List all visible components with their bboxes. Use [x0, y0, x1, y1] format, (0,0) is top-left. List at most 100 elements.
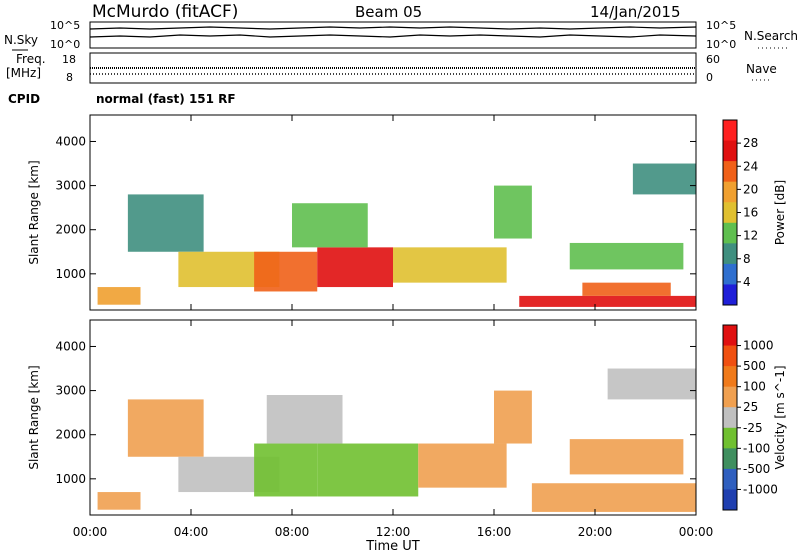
y-tick-label: 4000	[55, 134, 86, 148]
freq-panel: Freq. [MHz] 18 8 Nave 60 0	[6, 52, 777, 84]
nsky-label: N.Sky	[4, 33, 38, 47]
colorbar-segment	[723, 407, 737, 429]
cpid-label: CPID	[8, 92, 40, 106]
data-region	[607, 368, 696, 400]
data-region	[418, 443, 507, 488]
colorbar-segment	[723, 366, 737, 388]
data-region	[494, 185, 532, 239]
colorbar-frame	[722, 324, 738, 511]
colorbar-tick-label: -500	[743, 462, 770, 476]
data-region	[582, 282, 671, 296]
date-title: 14/Jan/2015	[590, 3, 681, 21]
y-axis-label: Slant Range [km]	[27, 365, 41, 469]
colorbar-tick-label: -1000	[743, 482, 778, 496]
colorbar-segment	[723, 386, 737, 408]
data-region	[317, 443, 419, 497]
colorbar-segment	[723, 140, 737, 162]
colorbar-tick-label: 24	[743, 159, 758, 173]
data-region	[519, 295, 696, 307]
colorbar-segment	[723, 243, 737, 265]
y-tick-label: 3000	[55, 179, 86, 193]
y-tick-label: 2000	[55, 428, 86, 442]
colorbar-segment	[723, 202, 737, 224]
y-axis-label: Slant Range [km]	[27, 160, 41, 264]
colorbar-tick-label: 16	[743, 206, 758, 220]
nsky-trace	[89, 26, 697, 30]
time-axis: 00:00 04:00 08:00 12:00 16:00 20:00 00:00	[73, 525, 714, 539]
x-tick-label: 12:00	[376, 525, 411, 539]
nsky-tick-low: 10^0	[50, 38, 80, 51]
data-region	[569, 242, 684, 270]
nsky-panel: N.Sky 10^5 10^0 N.Search 10^5 10^0	[4, 19, 798, 51]
beam-title: Beam 05	[355, 3, 422, 21]
nsky-tick-high: 10^5	[50, 19, 80, 32]
colorbar-tick-label: 1000	[743, 339, 774, 353]
y-tick-label: 4000	[55, 339, 86, 353]
data-region	[317, 247, 393, 288]
data-region	[531, 483, 696, 512]
colorbar-tick-label: 25	[743, 400, 758, 414]
colorbar-label: Velocity [m s^-1]	[773, 365, 787, 469]
x-tick-label: 00:00	[73, 525, 108, 539]
data-region	[569, 439, 684, 475]
data-region	[127, 399, 204, 457]
colorbar-segment	[723, 222, 737, 244]
nave-label: Nave	[746, 62, 777, 76]
x-tick-label: 00:00	[679, 525, 714, 539]
x-tick-label: 04:00	[174, 525, 209, 539]
nsearch-tick-low: 10^0	[706, 38, 736, 51]
nave-tick-low: 0	[706, 71, 713, 84]
xaxis-title: Time UT	[365, 539, 419, 554]
data-region	[393, 247, 507, 283]
data-region	[254, 251, 318, 292]
colorbar-segment	[723, 468, 737, 490]
colorbar-tick-label: 20	[743, 182, 758, 196]
colorbar-segment	[723, 448, 737, 470]
colorbar-segment	[723, 427, 737, 449]
colorbar-segment	[723, 345, 737, 367]
colorbar-tick-label: 4	[743, 275, 751, 289]
colorbar-tick-label: 100	[743, 380, 766, 394]
y-tick-label: 1000	[55, 267, 86, 281]
data-region	[266, 395, 343, 444]
y-tick-label: 2000	[55, 223, 86, 237]
colorbar-segment	[723, 181, 737, 203]
y-tick-label: 1000	[55, 472, 86, 486]
colorbar-tick-label: 12	[743, 229, 758, 243]
colorbar-segment	[723, 325, 737, 347]
cpid-text: normal (fast) 151 RF	[96, 92, 236, 106]
freq-tick-high: 18	[62, 53, 76, 66]
nave-tick-high: 60	[706, 53, 720, 66]
data-region	[494, 390, 532, 444]
power-panel: 1000 2000 3000 4000 Slant Range [km] 4 8 12 16 20…	[27, 114, 787, 311]
x-tick-label: 08:00	[275, 525, 310, 539]
colorbar-label: Power [dB]	[773, 180, 787, 245]
colorbar-segment	[723, 489, 737, 511]
data-region	[97, 492, 141, 510]
colorbar-tick-label: 8	[743, 252, 751, 266]
colorbar-segment	[723, 161, 737, 183]
data-region	[97, 287, 141, 305]
data-region	[632, 163, 696, 195]
freq-tick-low: 8	[66, 71, 73, 84]
colorbar-tick-label: -25	[743, 421, 763, 435]
colorbar-tick-label: 28	[743, 136, 758, 150]
colorbar-tick-label: 500	[743, 359, 766, 373]
data-region	[127, 194, 204, 252]
colorbar-segment	[723, 284, 737, 306]
colorbar-segment	[723, 263, 737, 285]
velocity-panel: 1000 2000 3000 4000 Slant Range [km] 1000 500 1…	[27, 319, 787, 516]
y-tick-label: 3000	[55, 384, 86, 398]
x-tick-label: 20:00	[578, 525, 613, 539]
x-tick-label: 16:00	[477, 525, 512, 539]
nsearch-trace	[89, 34, 697, 38]
data-region	[254, 443, 318, 497]
colorbar-tick-label: -100	[743, 441, 770, 455]
nsearch-label: N.Search	[744, 29, 798, 43]
station-title: McMurdo (fitACF)	[92, 2, 238, 22]
nsearch-tick-high: 10^5	[706, 19, 736, 32]
colorbar-segment	[723, 120, 737, 142]
data-region	[292, 203, 368, 248]
freq-unit: [MHz]	[6, 66, 41, 80]
